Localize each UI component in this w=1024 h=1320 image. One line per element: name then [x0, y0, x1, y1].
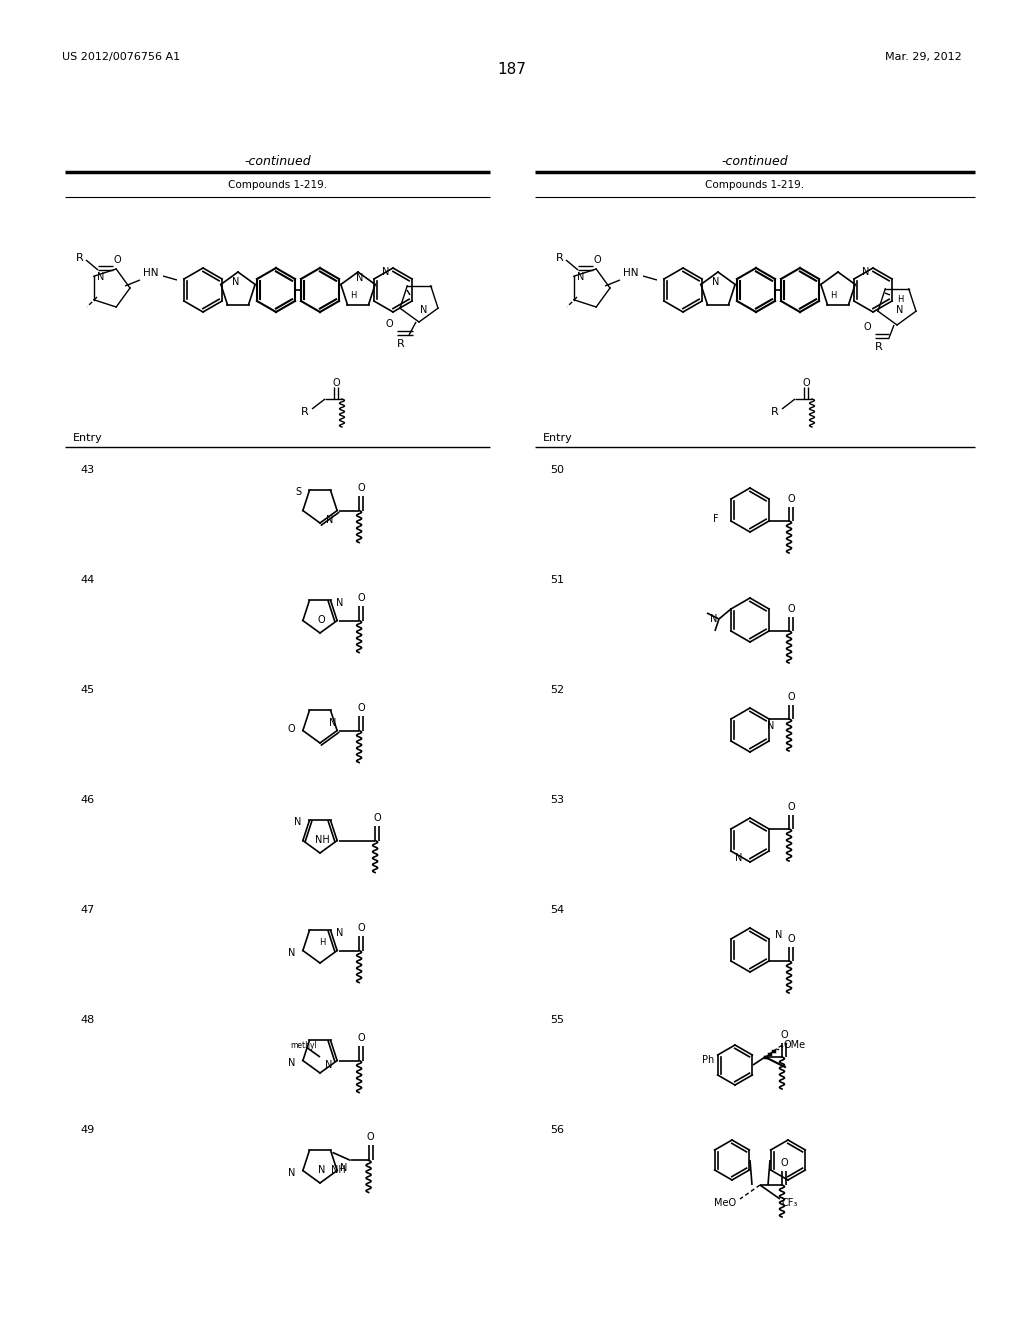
Text: O: O — [863, 322, 871, 333]
Text: methyl: methyl — [291, 1041, 317, 1049]
Text: 48: 48 — [80, 1015, 94, 1026]
Text: O: O — [288, 723, 295, 734]
Text: O: O — [787, 494, 795, 504]
Text: H: H — [829, 290, 837, 300]
Text: R: R — [397, 339, 404, 348]
Text: -continued: -continued — [244, 154, 311, 168]
Text: N: N — [862, 267, 869, 277]
Text: 51: 51 — [550, 576, 564, 585]
Text: N: N — [294, 817, 301, 828]
Text: O: O — [357, 593, 365, 602]
Text: R: R — [301, 407, 309, 417]
Text: N: N — [326, 515, 334, 525]
Text: 49: 49 — [80, 1125, 94, 1135]
Text: R: R — [876, 342, 883, 352]
Text: R: R — [76, 253, 84, 263]
Text: N: N — [318, 1166, 326, 1175]
Text: -continued: -continued — [722, 154, 788, 168]
Text: S: S — [295, 487, 301, 498]
Text: 52: 52 — [550, 685, 564, 696]
Text: H: H — [318, 939, 326, 946]
Text: N: N — [232, 277, 240, 286]
Text: O: O — [332, 378, 340, 388]
Text: Ph: Ph — [701, 1055, 714, 1065]
Text: 56: 56 — [550, 1125, 564, 1135]
Text: O: O — [114, 255, 121, 265]
Text: 53: 53 — [550, 795, 564, 805]
Text: CF₃: CF₃ — [782, 1199, 799, 1208]
Text: O: O — [802, 378, 810, 388]
Text: N: N — [767, 721, 775, 731]
Text: Compounds 1-219.: Compounds 1-219. — [706, 180, 805, 190]
Text: Compounds 1-219.: Compounds 1-219. — [228, 180, 327, 190]
Text: O: O — [357, 1032, 365, 1043]
Text: 43: 43 — [80, 465, 94, 475]
Text: O: O — [787, 692, 795, 702]
Text: H: H — [350, 290, 356, 300]
Text: N: N — [382, 267, 390, 277]
Text: H: H — [897, 296, 903, 305]
Text: O: O — [780, 1030, 787, 1040]
Text: O: O — [357, 923, 365, 932]
Text: O: O — [374, 813, 381, 822]
Text: Entry: Entry — [543, 433, 572, 444]
Text: R: R — [556, 253, 564, 263]
Text: N: N — [329, 718, 336, 729]
Text: O: O — [787, 605, 795, 614]
Text: N: N — [336, 928, 343, 939]
Text: MeO: MeO — [714, 1199, 736, 1208]
Text: N: N — [775, 931, 782, 940]
Text: N: N — [288, 1057, 295, 1068]
Text: R: R — [771, 407, 779, 417]
Text: O: O — [385, 319, 393, 329]
Text: N: N — [356, 273, 364, 282]
Text: N: N — [340, 1163, 347, 1172]
Text: O: O — [367, 1133, 375, 1142]
Text: F: F — [714, 513, 719, 524]
Text: N: N — [578, 272, 585, 282]
Text: N: N — [336, 598, 343, 609]
Text: N: N — [713, 277, 720, 286]
Text: US 2012/0076756 A1: US 2012/0076756 A1 — [62, 51, 180, 62]
Text: O: O — [787, 803, 795, 812]
Text: 187: 187 — [498, 62, 526, 77]
Text: N: N — [710, 614, 717, 624]
Text: 54: 54 — [550, 906, 564, 915]
Text: Mar. 29, 2012: Mar. 29, 2012 — [886, 51, 962, 62]
Text: N: N — [97, 272, 104, 282]
Text: 46: 46 — [80, 795, 94, 805]
Text: 47: 47 — [80, 906, 94, 915]
Text: HN: HN — [143, 268, 159, 279]
Text: O: O — [357, 483, 365, 492]
Text: O: O — [787, 935, 795, 944]
Text: N: N — [288, 948, 295, 957]
Text: N: N — [288, 1168, 295, 1177]
Text: HN: HN — [623, 268, 639, 279]
Text: 55: 55 — [550, 1015, 564, 1026]
Text: N: N — [420, 305, 428, 315]
Text: N: N — [734, 853, 742, 863]
Text: 50: 50 — [550, 465, 564, 475]
Text: 45: 45 — [80, 685, 94, 696]
Text: 44: 44 — [80, 576, 94, 585]
Text: O: O — [780, 1158, 787, 1168]
Text: N: N — [325, 1060, 333, 1071]
Text: O: O — [357, 702, 365, 713]
Text: OMe: OMe — [784, 1040, 806, 1049]
Text: NH: NH — [314, 836, 330, 845]
Text: O: O — [317, 615, 325, 624]
Text: NH: NH — [331, 1166, 345, 1175]
Text: O: O — [593, 255, 601, 265]
Text: Entry: Entry — [73, 433, 102, 444]
Text: N: N — [896, 305, 904, 315]
